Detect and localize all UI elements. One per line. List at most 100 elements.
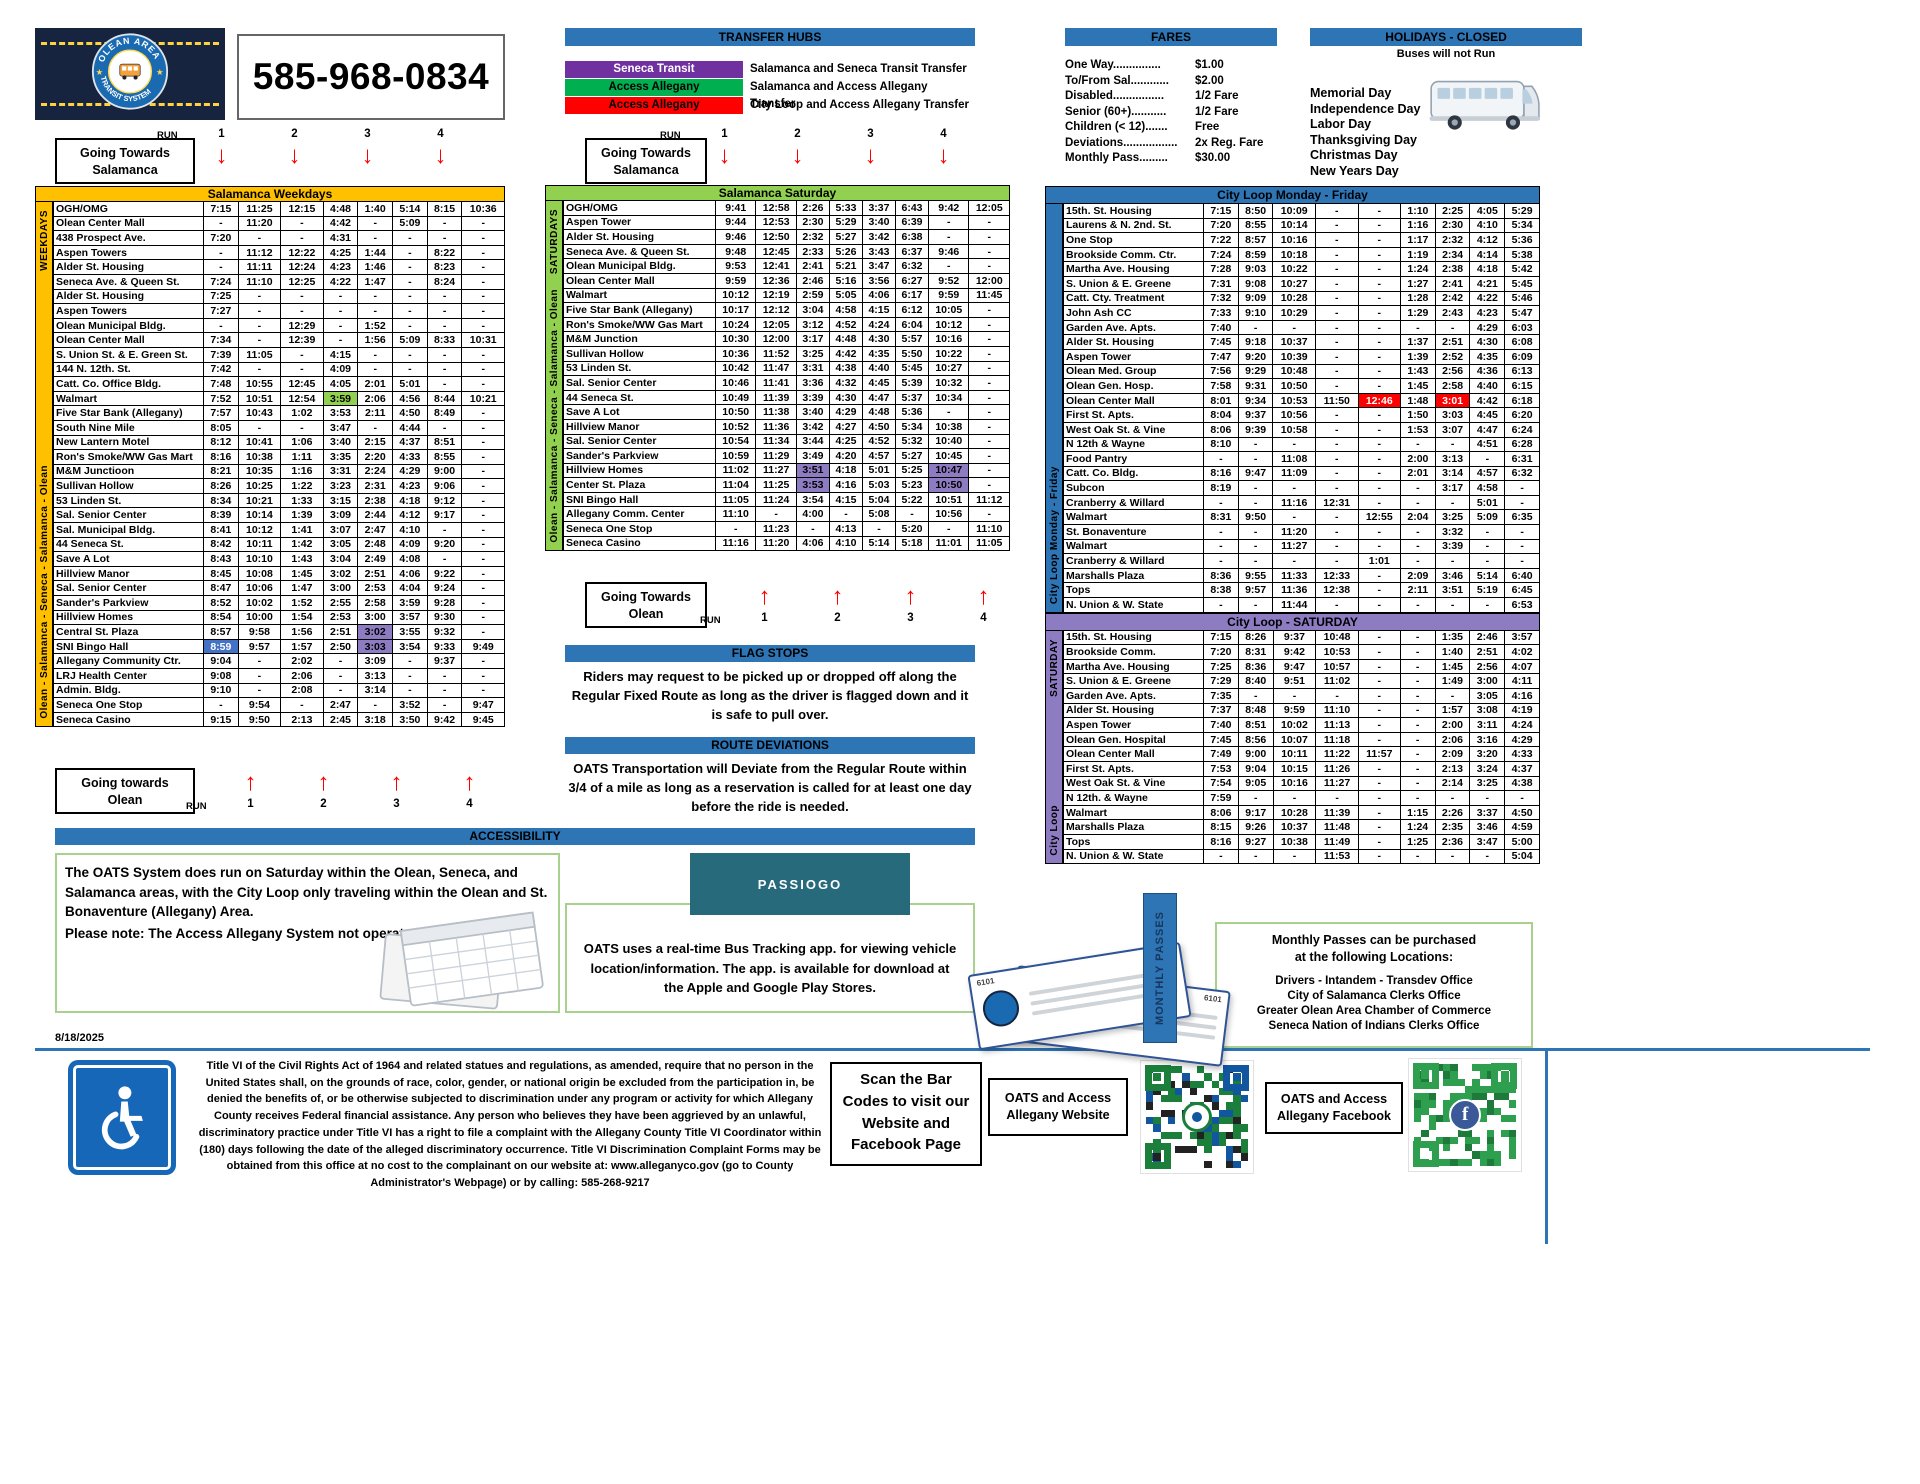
time-cell: - [1357,717,1401,733]
facebook-qr-label: OATS and Access Allegany Facebook [1265,1082,1403,1134]
time-cell: - [1469,790,1506,806]
stop-name-cell: Sal. Senior Center [53,580,204,597]
stop-name-cell: Admin. Bldg. [53,682,204,699]
stop-name-cell: S. Union & E. Greene [1063,673,1204,689]
qr-module [1428,1114,1436,1123]
time-cell: - [1357,348,1402,365]
time-cell: 9:46 [714,229,757,245]
time-cell: - [1357,597,1402,613]
time-cell: 2:30 [795,214,830,231]
time-cell: 2:08 [280,682,324,699]
run-number: 1 [761,612,768,624]
time-cell: 7:20 [1203,217,1239,234]
time-cell: - [1400,436,1436,453]
time-cell: 1:40 [1434,644,1471,660]
time-cell: 5:01 [392,376,428,392]
schedule-row: M&M Junction 10:30 12:00 3:17 4:48 4:30 5:57 10… [563,331,1010,347]
time-cell: 4:47 [861,389,897,406]
time-cell: 5:34 [1504,217,1540,234]
time-cell: - [1357,451,1402,467]
time-cell: 3:12 [795,316,830,333]
time-cell: 1:25 [1399,833,1436,850]
time-cell: 4:15 [828,491,863,508]
time-cell: 10:37 [1272,334,1316,350]
qr-module [1414,1122,1421,1129]
qr-module [1146,1116,1154,1125]
qr-module [1240,1153,1248,1161]
qr-module [1450,1064,1458,1072]
time-cell: - [357,303,394,319]
time-cell: - [1357,524,1402,540]
time-cell: - [426,522,463,538]
time-cell: 11:20 [1272,524,1316,540]
time-cell: 10:16 [928,331,970,347]
qr-module [1458,1064,1465,1071]
time-cell: - [426,682,463,699]
time-cell: 3:42 [795,418,830,435]
qr-module [1204,1066,1211,1073]
time-cell: - [1315,790,1359,806]
schedule-row: Alder St. Housing 9:46 12:50 2:32 5:27 3:42 6:… [563,229,1010,245]
time-cell: 5:27 [894,448,930,464]
qr-module [1197,1088,1204,1095]
time-cell: 3:31 [322,463,359,480]
qr-module [1480,1122,1487,1129]
run-label: RUN [186,801,207,812]
qr-module [1219,1102,1226,1109]
time-cell: 7:37 [1203,702,1239,719]
time-cell: 4:33 [392,449,428,465]
qr-module [1472,1078,1480,1086]
qr-module [1458,1144,1465,1151]
qr-module [1421,1100,1429,1108]
qr-module [1501,1151,1508,1158]
time-cell: 5:36 [1504,232,1540,248]
time-cell: 5:14 [861,535,897,552]
strip-route-label: City Loop [1048,804,1060,856]
stop-name-cell: Aspen Tower [563,214,716,231]
time-cell: 2:04 [1400,509,1436,526]
stop-name-cell: Five Star Bank (Allegany) [53,405,204,421]
qr-module [1212,1161,1219,1168]
time-cell: 11:10 [237,273,282,290]
time-cell: - [1357,644,1401,660]
schedule-row: New Lantern Motel 8:12 10:41 1:06 3:40 2:15 4:… [53,434,505,451]
stop-name-cell: Sal. Senior Center [53,507,204,524]
time-cell: 5:33 [828,200,863,216]
qr-module [1443,1136,1451,1145]
schedule-row: Garden Ave. Apts. 7:40- - - - - -4:29 6:03 [1063,319,1540,336]
qr-module [1509,1122,1516,1129]
time-cell: - [461,565,505,582]
city-loop-saturday-schedule: City Loop - SATURDAY SATURDAY City Loop … [1045,612,1540,865]
qr-module [1465,1079,1472,1086]
qr-module [1479,1064,1487,1072]
time-cell: 7:40 [1203,319,1239,336]
stop-name-cell: Walmart [1063,509,1204,526]
time-cell: - [1357,378,1402,394]
strip-route-label: Olean - Salamanca - Seneca - Salamanca -… [548,288,560,543]
time-cell: - [1357,790,1401,806]
holidays-header: HOLIDAYS - CLOSED [1310,28,1582,46]
stop-name-cell: Sander's Parkview [53,595,204,611]
time-cell: - [1203,597,1239,613]
time-cell: 11:38 [755,404,797,420]
time-cell: 5:01 [861,462,897,479]
qr-module [1218,1109,1227,1117]
time-cell: - [1314,363,1359,380]
time-cell: 5:45 [894,360,930,377]
run-column: 1 ↓ [688,128,761,171]
time-cell: 1:11 [280,449,324,465]
qr-module [1189,1131,1197,1139]
qr-module [1175,1102,1182,1109]
qr-module [1190,1139,1197,1146]
qr-module [1233,1153,1240,1160]
qr-module [1421,1115,1428,1122]
time-cell: - [426,215,463,232]
time-cell: 4:50 [392,405,428,421]
time-cell: 11:48 [1315,819,1359,835]
time-cell: 6:17 [894,287,930,304]
time-cell: 9:09 [1237,290,1274,307]
schedule-title-city-saturday: City Loop - SATURDAY [1045,612,1540,630]
qr-module [1501,1144,1508,1151]
holiday-item: New Years Day [1310,163,1399,178]
